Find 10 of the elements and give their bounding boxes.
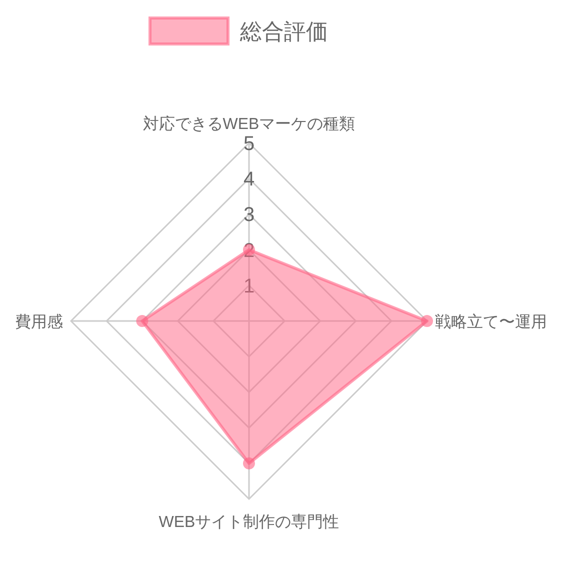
spoke-label: 対応できるWEBマーケの種類 (142, 115, 356, 133)
y-tick-label: 5 (243, 133, 255, 155)
legend-label: 総合評価 (239, 19, 328, 44)
y-tick-label: 2 (243, 240, 255, 262)
spoke-label: WEBサイト制作の専門性 (158, 513, 340, 531)
spoke-label: 費用感 (15, 313, 63, 331)
y-tick-label: 1 (243, 275, 255, 298)
spoke-label: 戦略立て〜運用 (435, 313, 547, 331)
y-tick-label: 4 (243, 168, 255, 191)
y-tick-label: 3 (243, 204, 255, 226)
